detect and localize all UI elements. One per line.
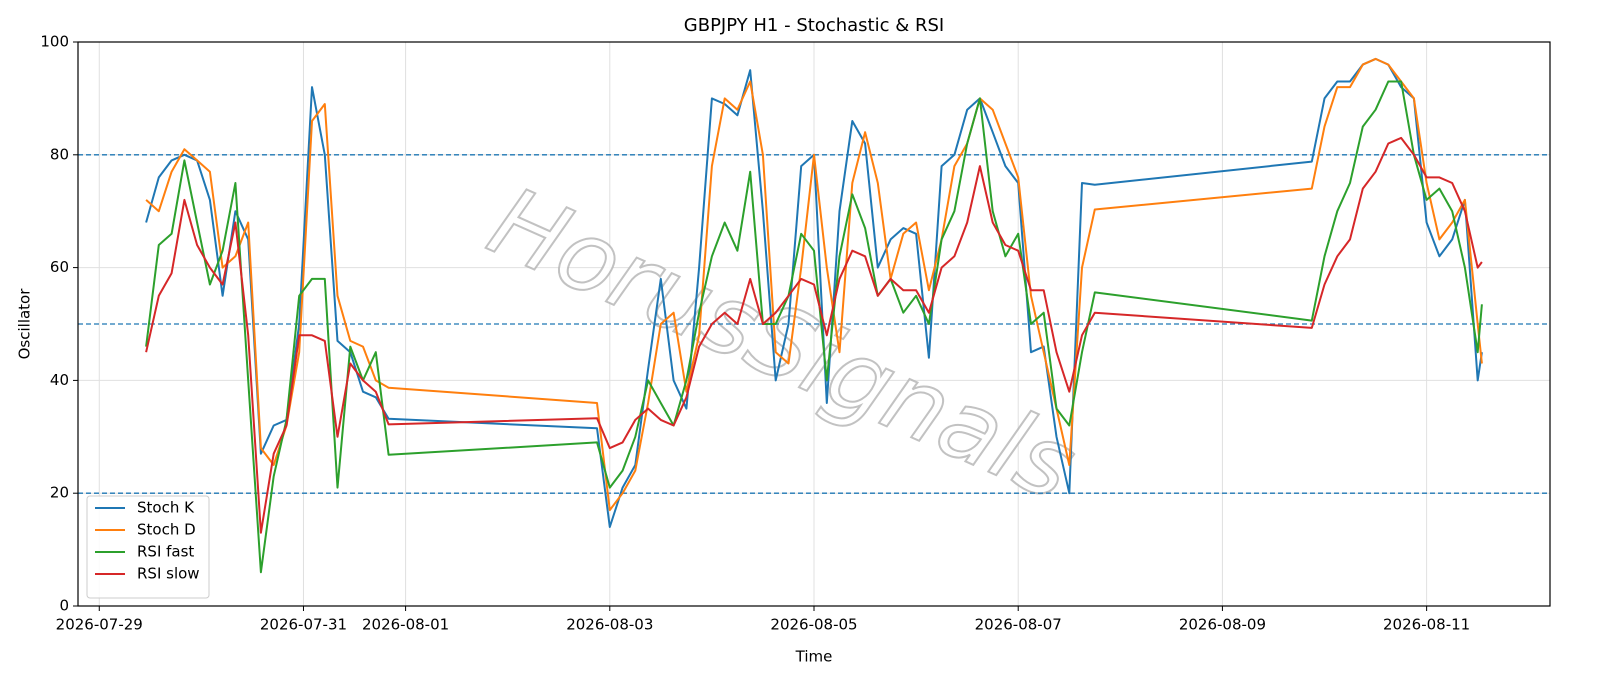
x-tick-label: 2026-08-01 — [362, 616, 449, 634]
x-tick-label: 2026-08-05 — [770, 616, 857, 634]
y-tick-label: 40 — [50, 371, 69, 389]
x-axis-label: Time — [795, 648, 833, 666]
x-tick-label: 2026-08-11 — [1383, 616, 1470, 634]
y-tick-label: 100 — [40, 33, 69, 51]
x-tick-label: 2026-08-07 — [975, 616, 1062, 634]
series-line — [145, 80, 1483, 574]
plot-frame — [77, 41, 1551, 607]
legend-label: RSI slow — [137, 565, 200, 583]
y-tick-label: 60 — [50, 258, 69, 276]
legend-label: RSI fast — [137, 543, 194, 561]
series-line — [145, 136, 1483, 534]
series-line — [145, 57, 1483, 512]
chart-title: GBPJPY H1 - Stochastic & RSI — [684, 15, 944, 36]
y-axis-label: Oscillator — [16, 288, 34, 360]
y-tick-label: 20 — [50, 484, 69, 502]
y-tick-label: 80 — [50, 145, 69, 163]
x-tick-label: 2026-07-29 — [56, 616, 143, 634]
legend-label: Stoch D — [137, 521, 196, 539]
legend-box — [86, 495, 210, 599]
y-tick-label: 0 — [59, 597, 69, 615]
x-tick-label: 2026-08-03 — [566, 616, 653, 634]
legend: Stoch K Stoch D RSI fast RSI slow — [86, 495, 210, 599]
x-tick-label: 2026-07-31 — [260, 616, 347, 634]
legend-label: Stoch K — [137, 499, 195, 517]
watermark: HorusSignals — [474, 165, 1092, 522]
x-tick-label: 2026-08-09 — [1179, 616, 1266, 634]
